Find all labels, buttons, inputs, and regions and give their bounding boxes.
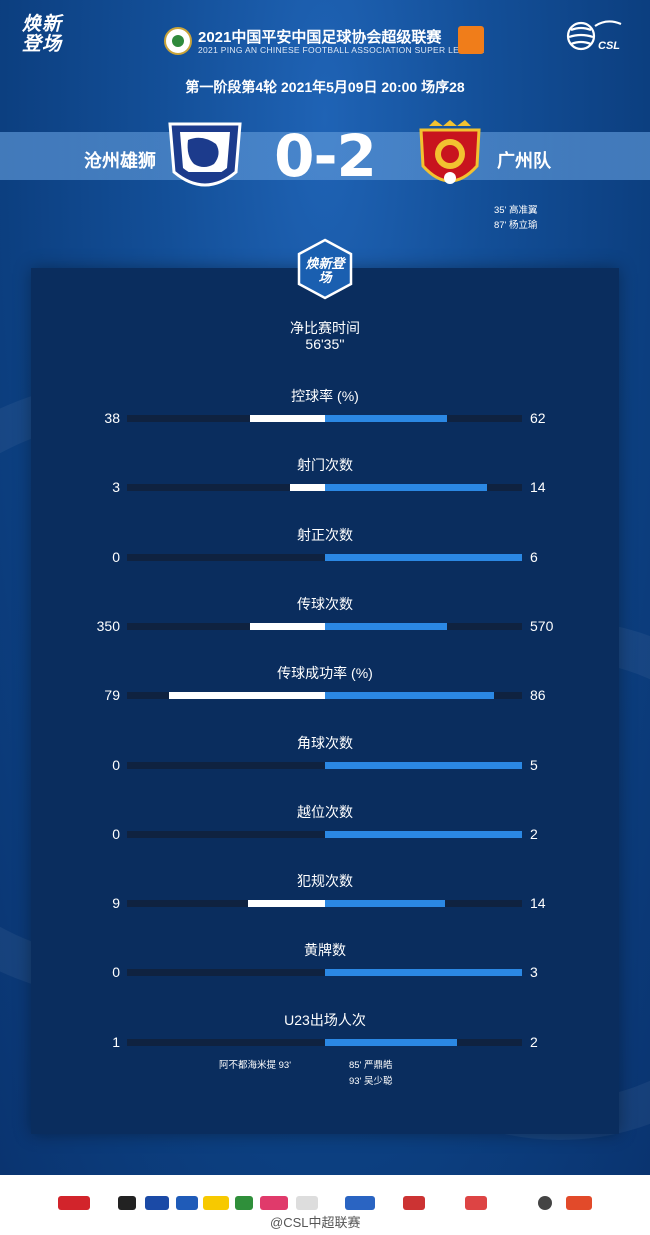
stat-bar-away: [325, 900, 445, 907]
sponsor-logo: [235, 1196, 253, 1210]
u23-away-note: 85' 严鼎皓: [349, 1060, 393, 1071]
scorer-entry: 87' 杨立瑜: [494, 220, 538, 231]
stat-away-value: 62: [530, 410, 546, 426]
stat-home-value: 1: [112, 1034, 120, 1050]
stat-home-value: 0: [112, 964, 120, 980]
stat-bar-track: [127, 1039, 522, 1046]
stat-away-value: 2: [530, 826, 538, 842]
match-score: 0-2: [274, 122, 377, 190]
stat-label: U23出场人次: [284, 1012, 366, 1028]
stat-home-value: 350: [96, 618, 120, 634]
stat-bar-away: [325, 415, 447, 422]
sponsor-logo: [538, 1196, 552, 1210]
sponsor-logo: [403, 1196, 425, 1210]
sponsor-logo: [260, 1196, 288, 1210]
header: 焕新登场 2021中国平安中国足球协会超级联赛 2021 PING AN CHI…: [0, 0, 650, 120]
brand-logo: 焕新登场: [22, 13, 63, 55]
stat-bar-home: [169, 692, 325, 699]
stat-bar-home: [290, 484, 325, 491]
sponsor-logo: [176, 1196, 198, 1210]
stat-away-value: 2: [530, 1034, 538, 1050]
stat-label: 角球次数: [297, 735, 353, 751]
stat-bar-away: [325, 762, 522, 769]
stat-home-value: 79: [104, 687, 120, 703]
league-title: 2021中国平安中国足球协会超级联赛: [198, 29, 442, 46]
stat-bar-track: [127, 969, 522, 976]
stat-home-value: 38: [104, 410, 120, 426]
stat-home-value: 3: [112, 479, 120, 495]
league-subtitle: 2021 PING AN CHINESE FOOTBALL ASSOCIATIO…: [198, 45, 485, 55]
stat-label: 传球次数: [297, 596, 353, 612]
sponsor-logo: [145, 1196, 169, 1210]
stat-away-value: 14: [530, 479, 546, 495]
sponsor-logo: [345, 1196, 375, 1210]
u23-away-note: 93' 吴少聪: [349, 1076, 393, 1087]
round-bar: 第一阶段第4轮 2021年5月09日 20:00 场序28: [0, 74, 650, 100]
sponsor-logo: [296, 1196, 318, 1210]
stat-bar-track: [127, 554, 522, 561]
stat-label: 犯规次数: [297, 873, 353, 889]
stat-bar-away: [325, 484, 487, 491]
u23-home-note: 阿不都海米提 93': [219, 1060, 292, 1071]
sponsor-logo: [566, 1196, 592, 1210]
stat-away-value: 86: [530, 687, 546, 703]
scorer-entry: 35' 高准翼: [494, 205, 538, 216]
stat-label: 控球率 (%): [291, 388, 359, 404]
net-time-value: 56'35'': [305, 336, 345, 352]
stat-home-value: 0: [112, 549, 120, 565]
stat-label: 射门次数: [297, 457, 353, 473]
panel-badge-icon: [297, 238, 353, 300]
round-info: 第一阶段第4轮 2021年5月09日 20:00 场序28: [185, 79, 465, 95]
stat-away-value: 3: [530, 964, 538, 980]
stat-bar-track: [127, 484, 522, 491]
sponsor-logo: [58, 1196, 90, 1210]
stat-bar-away: [325, 623, 447, 630]
stat-bar-away: [325, 831, 522, 838]
stat-bar-away: [325, 969, 522, 976]
stat-bar-home: [250, 623, 325, 630]
stat-away-value: 6: [530, 549, 538, 565]
stats-panel: [31, 268, 619, 1134]
stat-away-value: 570: [530, 618, 554, 634]
stat-label: 传球成功率 (%): [277, 665, 373, 681]
weibo-watermark: @CSL中超联赛: [270, 1215, 361, 1230]
stat-away-value: 14: [530, 895, 546, 911]
score-band: [0, 132, 650, 180]
football-association-emblem-icon: [164, 27, 192, 55]
stat-home-value: 0: [112, 826, 120, 842]
away-scorers: 35' 高准翼 87' 杨立瑜: [494, 203, 538, 233]
away-team-crest-icon: [419, 120, 481, 184]
net-time-label: 净比赛时间: [290, 320, 360, 336]
stat-bar-away: [325, 1039, 457, 1046]
csl-text: CSL: [598, 40, 620, 52]
away-team-name: 广州队: [497, 151, 551, 171]
sponsor-badge-icon: [458, 26, 484, 54]
stat-bar-track: [127, 623, 522, 630]
stat-label: 越位次数: [297, 804, 353, 820]
stat-label: 射正次数: [297, 527, 353, 543]
stat-bar-track: [127, 415, 522, 422]
stat-bar-home: [248, 900, 325, 907]
panel-badge-text: 焕新登场: [305, 257, 345, 286]
stat-bar-away: [325, 692, 494, 699]
stat-home-value: 0: [112, 757, 120, 773]
sponsor-logo: [118, 1196, 136, 1210]
stat-bar-track: [127, 900, 522, 907]
stat-bar-away: [325, 554, 522, 561]
sponsor-logo: [465, 1196, 487, 1210]
stat-bar-track: [127, 692, 522, 699]
stat-label: 黄牌数: [304, 942, 346, 958]
stat-home-value: 9: [112, 895, 120, 911]
sponsor-logo: [203, 1196, 229, 1210]
home-team-crest-icon: [168, 122, 242, 187]
home-team-name: 沧州雄狮: [84, 151, 156, 171]
stat-bar-track: [127, 762, 522, 769]
stat-bar-home: [250, 415, 325, 422]
stat-away-value: 5: [530, 757, 538, 773]
stat-bar-track: [127, 831, 522, 838]
csl-logo-icon: [566, 20, 622, 51]
